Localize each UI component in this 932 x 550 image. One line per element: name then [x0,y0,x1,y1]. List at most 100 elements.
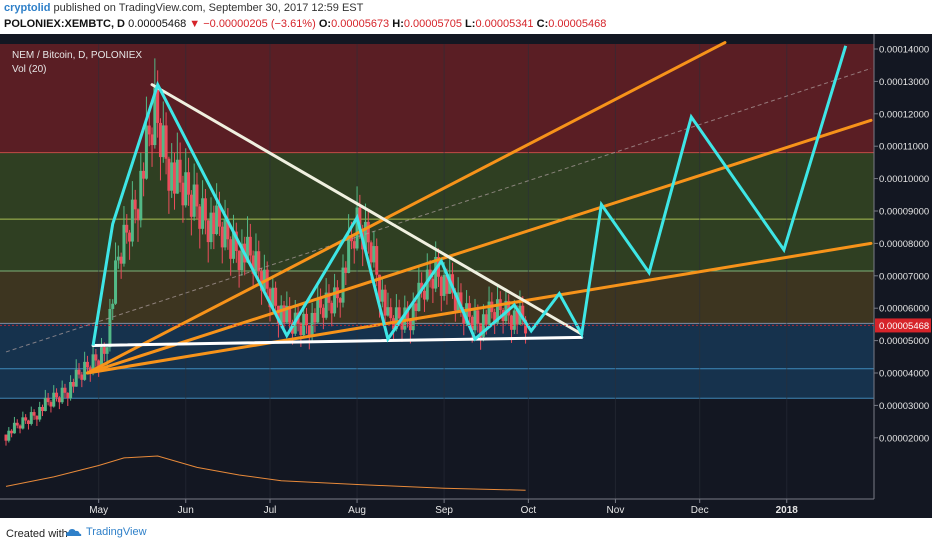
candle-body [10,430,14,434]
time-axis-label: Sep [435,505,453,516]
candle-body [240,243,244,271]
candle-body [375,246,379,275]
candle-body [442,275,446,296]
candle-body [220,226,224,248]
candle-body [231,231,235,259]
candle-body [344,267,348,273]
candle-body [74,369,78,387]
candle-body [276,305,280,324]
candle-body [150,134,154,146]
candle-body [139,170,143,221]
candle-body [41,406,45,412]
last-price: 0.00005468 [128,18,187,30]
candle-body [431,278,435,289]
candle-body [136,209,140,221]
candle-body [338,298,342,303]
candle-body [470,316,474,331]
time-axis-label: May [89,505,108,516]
volume-line [5,455,526,491]
candle-body [108,308,112,348]
candle-body [167,158,171,191]
candle-body [321,307,325,318]
candle-body [268,288,272,308]
price-chart[interactable]: 0.00014000 0.00013000 0.00012000 0.00011000… [0,34,932,518]
candle-body [251,255,255,274]
candle-body [83,361,87,380]
ohlc-line: POLONIEX:XEMBTC, D 0.00005468 ▼ −0.00000… [4,18,606,30]
rising-trendline[interactable] [85,41,727,375]
rising-trendline[interactable] [85,118,873,375]
candle-body [69,381,73,399]
price-axis-label: 0.00010000 [879,174,929,185]
candle-body [217,205,221,227]
candle-body [355,207,359,249]
volume-indicator-label: Vol (20) [12,64,47,75]
candle-body [313,312,317,323]
candle-body [63,387,67,393]
candle-body [43,397,47,412]
candle-body [156,87,160,123]
open-label: O: [318,18,332,30]
candle-body [29,412,33,424]
candle-body [158,122,162,158]
time-axis-label: 2018 [776,505,799,516]
candle-body [4,434,8,441]
candle-body [473,310,477,331]
candle-body [21,417,25,429]
candle-body [495,299,499,323]
candle-body [18,425,22,429]
candle-body [274,287,278,306]
candle-body [237,250,241,271]
falling-trendline[interactable] [150,83,584,336]
support-line[interactable] [91,335,584,347]
candle-body [521,305,525,320]
price-axis-label: 0.00004000 [879,369,929,380]
candle-body [307,325,311,337]
candle-body [406,307,410,319]
candle-body [288,305,292,323]
candle-body [201,198,205,229]
candle-body [114,260,118,304]
candle-body [226,219,230,240]
candle-body [408,318,412,331]
author-link[interactable]: cryptolid [4,2,51,14]
candle-body [85,361,89,368]
tradingview-brand[interactable]: TradingView [66,526,147,538]
candle-body [389,307,393,319]
symbol-label[interactable]: POLONIEX:XEMBTC, D [4,18,126,30]
candle-body [420,282,424,291]
down-arrow-icon: ▼ [189,18,201,30]
candle-body [66,392,70,399]
candle-body [26,420,30,424]
price-axis-label: 0.00009000 [879,207,929,218]
candle-body [119,256,123,264]
candle-body [434,256,438,289]
candle-body [77,369,81,375]
chart-title: NEM / Bitcoin, D, POLONIEX [12,50,143,61]
candle-body [372,246,376,263]
candle-body [260,271,264,291]
candle-body [479,323,483,337]
time-axis-label: Dec [691,505,709,516]
tradingview-brand-label: TradingView [86,526,147,538]
candle-body [206,220,210,243]
price-axis-label: 0.00014000 [879,45,929,56]
candle-body [327,292,331,303]
chart-header: cryptolid published on TradingView.com, … [0,0,932,34]
candle-body [125,224,129,233]
candle-body [341,267,345,303]
candle-body [411,303,415,331]
candle-body [170,162,174,191]
candle-body [198,206,202,229]
candle-body [316,298,320,323]
price-projection-path[interactable] [91,45,848,346]
support-zone [0,323,874,399]
time-axis-label: Aug [348,505,366,516]
price-axis-label: 0.00012000 [879,109,929,120]
rising-trendline[interactable] [85,241,873,375]
candle-body [229,239,233,259]
price-axis-label: 0.00002000 [879,433,929,444]
candle-body [453,292,457,311]
price-axis-label: 0.00007000 [879,271,929,282]
close-label: C: [536,18,549,30]
